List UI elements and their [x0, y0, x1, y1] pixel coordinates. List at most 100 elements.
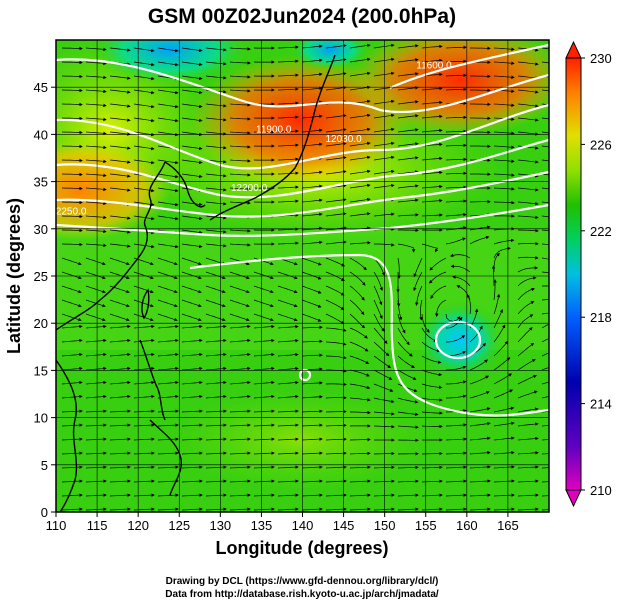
streamline-314	[541, 243, 549, 245]
streamline-663	[349, 479, 371, 483]
streamline-593	[181, 437, 203, 441]
streamline-24	[133, 61, 155, 67]
streamline-573	[205, 423, 227, 427]
streamline-124	[517, 117, 539, 122]
streamline-471	[277, 352, 299, 357]
streamline-98	[397, 100, 419, 105]
streamline-52	[301, 72, 323, 77]
streamline-183	[421, 156, 443, 161]
streamline-572	[181, 423, 203, 427]
streamline-374	[452, 275, 471, 287]
x-axis-ticks: 110 115 120 125 130 135 140 145 150 155 160 165	[46, 512, 519, 533]
streamline-582	[421, 424, 443, 429]
streamline-584	[469, 421, 491, 427]
streamline-287	[398, 228, 419, 233]
streamline-9	[277, 45, 299, 49]
streamline-508	[157, 380, 179, 385]
streamline-574	[229, 423, 251, 427]
streamline-583	[445, 423, 467, 427]
streamline-656	[181, 479, 203, 483]
streamline-491	[253, 366, 275, 371]
streamline-455	[397, 341, 413, 357]
streamline-327	[349, 257, 367, 271]
streamline-612	[133, 451, 155, 455]
streamline-26	[181, 61, 203, 67]
streamline-160	[373, 141, 395, 147]
streamline-414	[421, 313, 430, 333]
streamline-640	[301, 465, 323, 469]
streamline-680	[253, 493, 275, 497]
streamline-242	[325, 198, 347, 203]
streamline-241	[301, 198, 323, 203]
streamline-589	[85, 437, 107, 441]
streamline-83	[541, 89, 549, 92]
streamline-431	[325, 327, 347, 332]
streamline-298	[157, 243, 179, 249]
chart-title: GSM 00Z02Jun2024 (200.0hPa)	[148, 5, 456, 28]
streamline-356	[541, 271, 549, 274]
streamline-636	[205, 465, 227, 469]
streamline-551	[181, 409, 203, 413]
streamline-290	[469, 225, 491, 231]
streamline-225	[421, 184, 443, 189]
y-tick-label-10: 10	[34, 411, 48, 426]
y-axis-ticks: 0 5 10 15 20 25 30 35 40 45	[34, 80, 56, 520]
cyclone-cold-core	[415, 300, 505, 380]
streamline-632	[109, 465, 131, 469]
streamline-619	[301, 451, 323, 455]
streamline-33	[349, 57, 371, 63]
streamline-237	[205, 201, 227, 206]
streamline-423	[133, 324, 155, 329]
streamline-450	[277, 338, 299, 343]
streamline-679	[229, 493, 251, 497]
streamline-452	[325, 341, 347, 346]
streamline-163	[445, 143, 467, 148]
streamline-272	[541, 215, 549, 218]
streamline-262	[301, 212, 323, 217]
streamline-182	[397, 156, 419, 161]
streamline-84	[61, 102, 83, 107]
streamline-293	[541, 229, 549, 232]
x-tick-label-125: 125	[168, 518, 190, 533]
streamline-331	[429, 257, 447, 271]
streamline-214	[157, 187, 179, 193]
colorbar: 210 214 218 222 226 230	[565, 40, 612, 508]
streamline-255	[133, 215, 155, 221]
streamline-323	[253, 257, 274, 266]
streamline-21	[61, 60, 83, 65]
streamline-36	[421, 58, 443, 63]
streamline-152	[181, 145, 203, 151]
streamline-294	[61, 242, 83, 247]
streamline-606	[493, 436, 515, 441]
streamline-675	[133, 493, 155, 497]
streamline-175	[229, 159, 251, 163]
streamline-392	[397, 299, 403, 321]
streamline-177	[277, 157, 299, 161]
streamline-99	[421, 100, 443, 105]
streamline-610	[85, 451, 107, 455]
streamline-35	[397, 58, 419, 63]
streamline-48	[205, 75, 227, 80]
streamline-666	[421, 479, 443, 483]
streamline-231	[61, 200, 83, 205]
height-contour-11750	[56, 58, 549, 114]
streamline-18	[493, 47, 515, 51]
streamline-367	[301, 285, 322, 294]
y-tick-label-0: 0	[41, 505, 48, 520]
streamline-317	[109, 257, 130, 266]
streamline-600	[349, 437, 371, 442]
contour-label-3: 12200.0	[231, 183, 268, 194]
streamline-516	[349, 383, 371, 390]
streamline-533	[253, 394, 275, 399]
streamline-425	[181, 324, 203, 329]
streamline-507	[133, 380, 155, 385]
streamline-263	[325, 212, 347, 217]
streamline-697	[157, 507, 179, 511]
y-tick-label-30: 30	[34, 222, 48, 237]
streamline-521	[469, 375, 490, 385]
streamline-665	[397, 479, 419, 483]
streamline-705	[349, 507, 371, 511]
streamline-580	[373, 425, 395, 429]
